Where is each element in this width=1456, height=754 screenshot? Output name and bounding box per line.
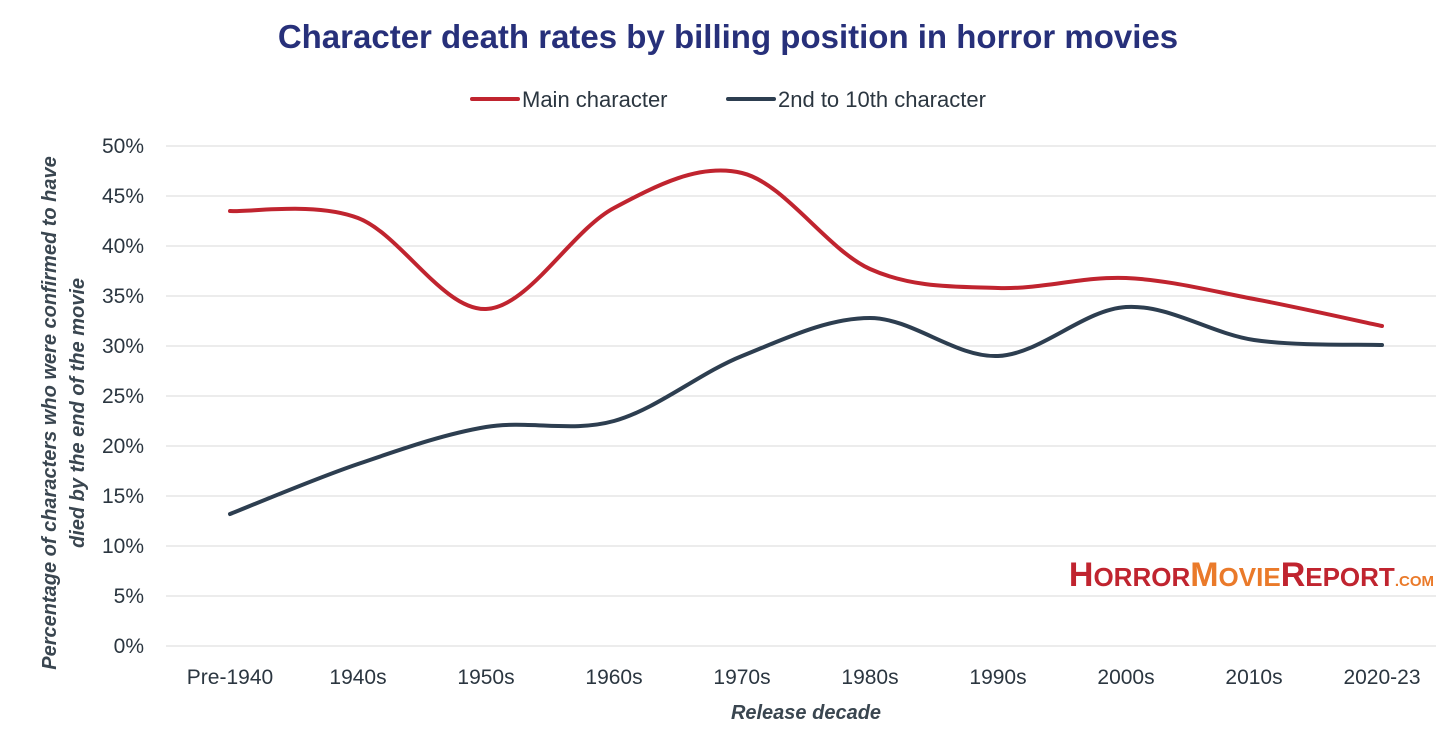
gridlines xyxy=(166,145,1436,647)
y-axis-label: Percentage of characters who were confir… xyxy=(39,156,89,670)
data-point-main-character-2020-23 xyxy=(1379,323,1385,329)
x-tick-label-1970s: 1970s xyxy=(713,666,770,689)
series-line-main-character xyxy=(228,168,1384,328)
y-tick-label-15: 15% xyxy=(102,485,144,508)
data-point-main-character-1990s xyxy=(995,285,1001,291)
x-tick-label-1940s: 1940s xyxy=(329,666,386,689)
x-tick-label-2000s: 2000s xyxy=(1097,666,1154,689)
chart-title: Character death rates by billing positio… xyxy=(278,18,1178,55)
y-axis-label-line-2: died by the end of the movie xyxy=(67,278,89,548)
y-tick-label-40: 40% xyxy=(102,235,144,258)
data-point-main-character-pre-1940 xyxy=(227,208,233,214)
data-point-main-character-1960s xyxy=(611,205,617,211)
logo-report-initial: R xyxy=(1281,556,1306,594)
y-tick-label-0: 0% xyxy=(114,635,144,658)
legend-label-main-character: Main character xyxy=(522,87,668,112)
legend-label-2nd-to-10th-character: 2nd to 10th character xyxy=(778,87,986,112)
data-point-2nd-to-10th-character-1940s xyxy=(355,461,361,467)
x-tick-label-1960s: 1960s xyxy=(585,666,642,689)
data-point-2nd-to-10th-character-2020-23 xyxy=(1379,342,1385,348)
data-point-2nd-to-10th-character-2000s xyxy=(1123,304,1129,310)
x-tick-label-2020-23: 2020-23 xyxy=(1343,666,1420,689)
y-tick-label-5: 5% xyxy=(114,585,144,608)
x-axis-label: Release decade xyxy=(731,702,881,724)
data-point-2nd-to-10th-character-pre-1940 xyxy=(227,511,233,517)
data-point-main-character-2000s xyxy=(1123,275,1129,281)
y-tick-label-20: 20% xyxy=(102,435,144,458)
y-tick-label-35: 35% xyxy=(102,285,144,308)
x-tick-label-pre-1940: Pre-1940 xyxy=(187,666,273,689)
data-point-2nd-to-10th-character-1960s xyxy=(611,418,617,424)
y-axis-ticks: 0% 5% 10% 15% 20% 25% 30% 35% 40% 45% 50% xyxy=(102,135,144,658)
data-point-main-character-1970s xyxy=(739,170,745,176)
data-point-2nd-to-10th-character-2010s xyxy=(1251,337,1257,343)
y-tick-label-30: 30% xyxy=(102,335,144,358)
data-point-main-character-1980s xyxy=(867,266,873,272)
data-point-2nd-to-10th-character-1990s xyxy=(995,353,1001,359)
logo-horror-initial: H xyxy=(1069,556,1094,594)
y-tick-label-25: 25% xyxy=(102,385,144,408)
data-point-2nd-to-10th-character-1950s xyxy=(483,424,489,430)
logo-report-rest: EPORT xyxy=(1305,562,1395,592)
y-tick-label-50: 50% xyxy=(102,135,144,158)
logo: HORRORMOVIEREPORT.COM xyxy=(1069,556,1434,594)
data-point-2nd-to-10th-character-1980s xyxy=(867,315,873,321)
logo-movie-initial: M xyxy=(1190,556,1218,594)
x-tick-label-2010s: 2010s xyxy=(1225,666,1282,689)
series xyxy=(227,168,1385,517)
data-point-2nd-to-10th-character-1970s xyxy=(739,353,745,359)
x-tick-label-1980s: 1980s xyxy=(841,666,898,689)
logo-suffix: .COM xyxy=(1395,573,1434,590)
y-tick-label-10: 10% xyxy=(102,535,144,558)
data-point-main-character-1940s xyxy=(355,215,361,221)
legend: Main character 2nd to 10th character xyxy=(470,87,986,112)
y-axis-label-line-1: Percentage of characters who were confir… xyxy=(39,156,61,670)
x-axis-ticks: Pre-1940 1940s 1950s 1960s 1970s 1980s 1990s 20… xyxy=(187,666,1421,689)
series-line-2nd-to-10th-character xyxy=(228,304,1384,516)
data-point-main-character-2010s xyxy=(1251,296,1257,302)
y-tick-label-45: 45% xyxy=(102,185,144,208)
data-point-main-character-1950s xyxy=(483,306,489,312)
logo-movie-rest: OVIE xyxy=(1219,562,1281,592)
x-tick-label-1990s: 1990s xyxy=(969,666,1026,689)
logo-horror-rest: ORROR xyxy=(1093,562,1190,592)
x-tick-label-1950s: 1950s xyxy=(457,666,514,689)
